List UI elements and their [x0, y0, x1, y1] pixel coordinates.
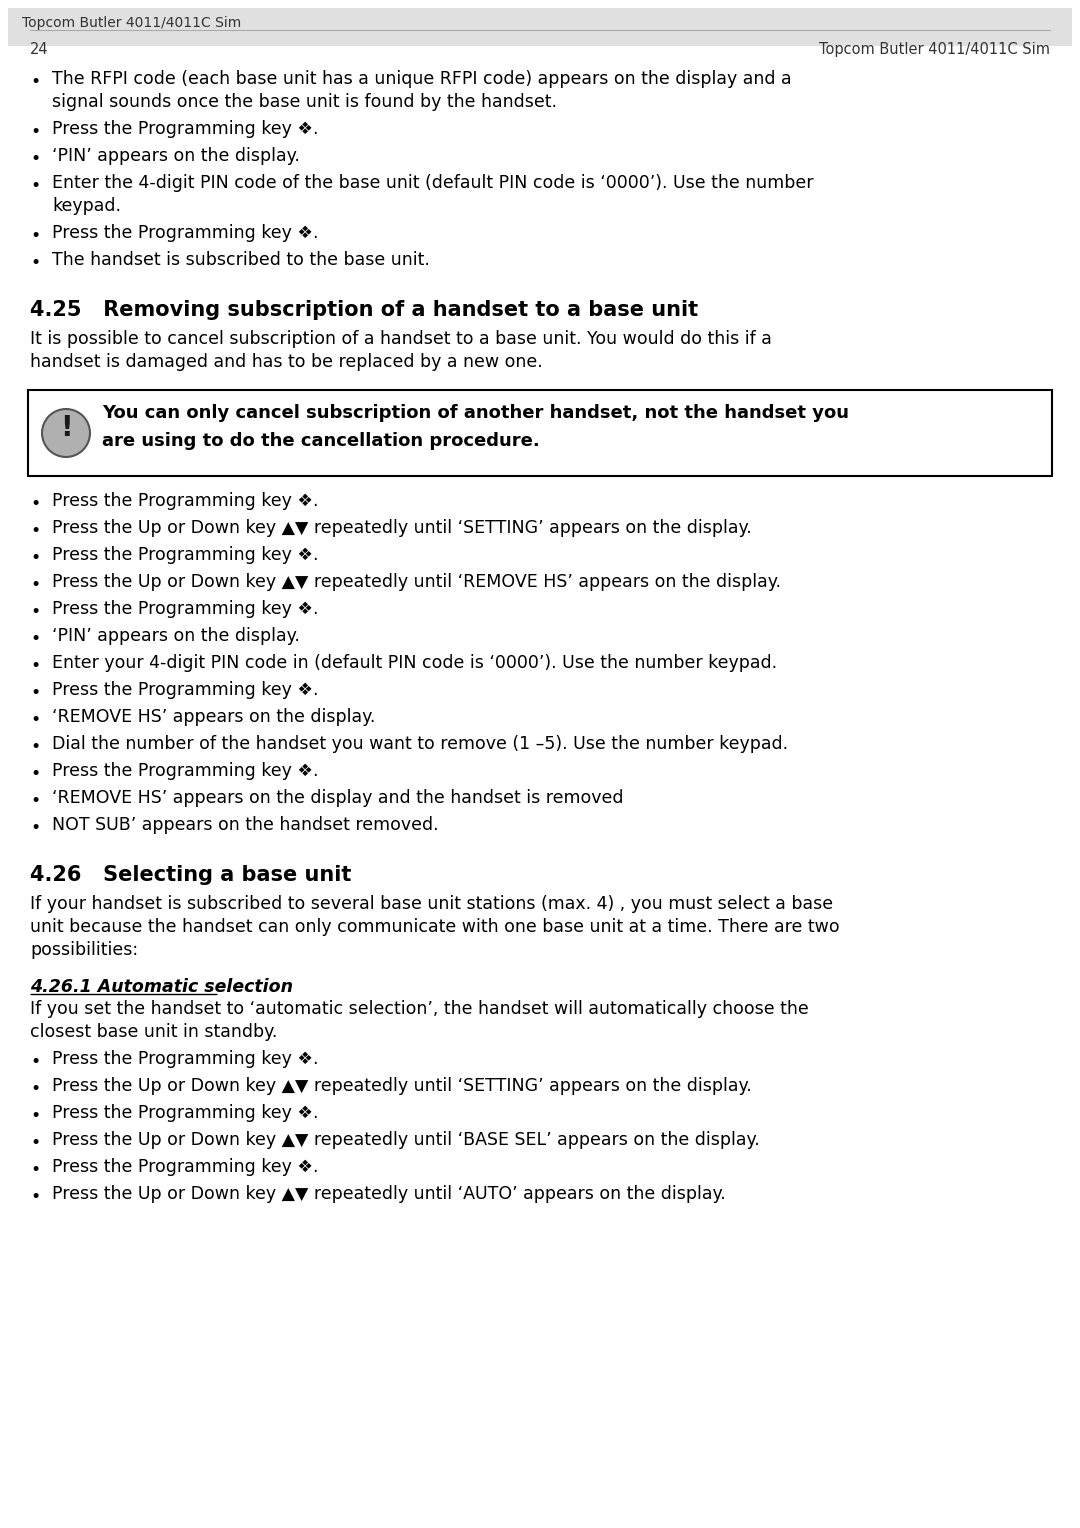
Text: •: • — [30, 685, 40, 701]
Text: Press the Up or Down key ▲▼ repeatedly until ‘REMOVE HS’ appears on the display.: Press the Up or Down key ▲▼ repeatedly u… — [52, 573, 781, 591]
Text: •: • — [30, 495, 40, 513]
Text: •: • — [30, 1134, 40, 1152]
Text: Press the Programming key ❖.: Press the Programming key ❖. — [52, 492, 319, 510]
Text: Topcom Butler 4011/4011C Sim: Topcom Butler 4011/4011C Sim — [819, 41, 1050, 57]
Text: Press the Programming key ❖.: Press the Programming key ❖. — [52, 1105, 319, 1122]
Text: •: • — [30, 1053, 40, 1071]
Text: 24: 24 — [30, 41, 49, 57]
Text: Dial the number of the handset you want to remove (1 –5). Use the number keypad.: Dial the number of the handset you want … — [52, 735, 788, 753]
Text: •: • — [30, 819, 40, 837]
Text: If you set the handset to ‘automatic selection’, the handset will automatically : If you set the handset to ‘automatic sel… — [30, 999, 809, 1018]
Text: Press the Up or Down key ▲▼ repeatedly until ‘AUTO’ appears on the display.: Press the Up or Down key ▲▼ repeatedly u… — [52, 1186, 726, 1203]
Text: ‘PIN’ appears on the display.: ‘PIN’ appears on the display. — [52, 626, 300, 645]
Text: handset is damaged and has to be replaced by a new one.: handset is damaged and has to be replace… — [30, 353, 543, 371]
Text: •: • — [30, 254, 40, 272]
Text: Press the Programming key ❖.: Press the Programming key ❖. — [52, 681, 319, 698]
Text: •: • — [30, 122, 40, 141]
Text: •: • — [30, 738, 40, 756]
Text: 4.26.1 Automatic selection: 4.26.1 Automatic selection — [30, 978, 293, 996]
Text: The handset is subscribed to the base unit.: The handset is subscribed to the base un… — [52, 251, 430, 269]
Text: •: • — [30, 630, 40, 648]
Text: Press the Programming key ❖.: Press the Programming key ❖. — [52, 545, 319, 564]
Text: unit because the handset can only communicate with one base unit at a time. Ther: unit because the handset can only commun… — [30, 918, 839, 937]
Text: You can only cancel subscription of another handset, not the handset you: You can only cancel subscription of anot… — [102, 403, 849, 422]
Text: •: • — [30, 177, 40, 196]
Text: Enter your 4-digit PIN code in (default PIN code is ‘0000’). Use the number keyp: Enter your 4-digit PIN code in (default … — [52, 654, 778, 672]
Text: •: • — [30, 523, 40, 539]
Text: •: • — [30, 1187, 40, 1206]
FancyBboxPatch shape — [8, 8, 1072, 46]
Text: Topcom Butler 4011/4011C Sim: Topcom Butler 4011/4011C Sim — [22, 15, 241, 31]
Text: •: • — [30, 228, 40, 244]
Text: !: ! — [59, 414, 72, 442]
Text: •: • — [30, 150, 40, 168]
Text: possibilities:: possibilities: — [30, 941, 138, 960]
Text: NOT SUB’ appears on the handset removed.: NOT SUB’ appears on the handset removed. — [52, 816, 438, 834]
Text: •: • — [30, 604, 40, 620]
Text: Press the Programming key ❖.: Press the Programming key ❖. — [52, 1050, 319, 1068]
Text: Press the Programming key ❖.: Press the Programming key ❖. — [52, 1158, 319, 1177]
Text: Press the Up or Down key ▲▼ repeatedly until ‘SETTING’ appears on the display.: Press the Up or Down key ▲▼ repeatedly u… — [52, 520, 752, 536]
Text: •: • — [30, 1080, 40, 1099]
Text: •: • — [30, 792, 40, 810]
Text: keypad.: keypad. — [52, 197, 121, 215]
Text: Press the Up or Down key ▲▼ repeatedly until ‘BASE SEL’ appears on the display.: Press the Up or Down key ▲▼ repeatedly u… — [52, 1131, 759, 1149]
Text: ‘REMOVE HS’ appears on the display.: ‘REMOVE HS’ appears on the display. — [52, 707, 376, 726]
Circle shape — [42, 410, 90, 457]
Text: 4.25   Removing subscription of a handset to a base unit: 4.25 Removing subscription of a handset … — [30, 299, 698, 319]
Text: Press the Up or Down key ▲▼ repeatedly until ‘SETTING’ appears on the display.: Press the Up or Down key ▲▼ repeatedly u… — [52, 1077, 752, 1096]
Text: ‘PIN’ appears on the display.: ‘PIN’ appears on the display. — [52, 147, 300, 165]
Text: •: • — [30, 549, 40, 567]
Text: •: • — [30, 766, 40, 782]
Text: signal sounds once the base unit is found by the handset.: signal sounds once the base unit is foun… — [52, 93, 557, 112]
Text: •: • — [30, 1106, 40, 1125]
Text: Press the Programming key ❖.: Press the Programming key ❖. — [52, 225, 319, 241]
Text: ‘REMOVE HS’ appears on the display and the handset is removed: ‘REMOVE HS’ appears on the display and t… — [52, 788, 623, 807]
Text: Press the Programming key ❖.: Press the Programming key ❖. — [52, 762, 319, 779]
Text: Press the Programming key ❖.: Press the Programming key ❖. — [52, 121, 319, 138]
Text: •: • — [30, 657, 40, 675]
Text: It is possible to cancel subscription of a handset to a base unit. You would do : It is possible to cancel subscription of… — [30, 330, 772, 348]
Text: •: • — [30, 1161, 40, 1180]
Text: Press the Programming key ❖.: Press the Programming key ❖. — [52, 601, 319, 617]
Text: are using to do the cancellation procedure.: are using to do the cancellation procedu… — [102, 432, 540, 451]
Text: •: • — [30, 73, 40, 92]
Text: closest base unit in standby.: closest base unit in standby. — [30, 1024, 278, 1041]
Text: The RFPI code (each base unit has a unique RFPI code) appears on the display and: The RFPI code (each base unit has a uniq… — [52, 70, 792, 89]
Text: 4.26   Selecting a base unit: 4.26 Selecting a base unit — [30, 865, 351, 885]
Text: If your handset is subscribed to several base unit stations (max. 4) , you must : If your handset is subscribed to several… — [30, 895, 833, 914]
Text: •: • — [30, 576, 40, 594]
Text: •: • — [30, 711, 40, 729]
FancyBboxPatch shape — [28, 390, 1052, 477]
Text: Enter the 4-digit PIN code of the base unit (default PIN code is ‘0000’). Use th: Enter the 4-digit PIN code of the base u… — [52, 174, 813, 193]
